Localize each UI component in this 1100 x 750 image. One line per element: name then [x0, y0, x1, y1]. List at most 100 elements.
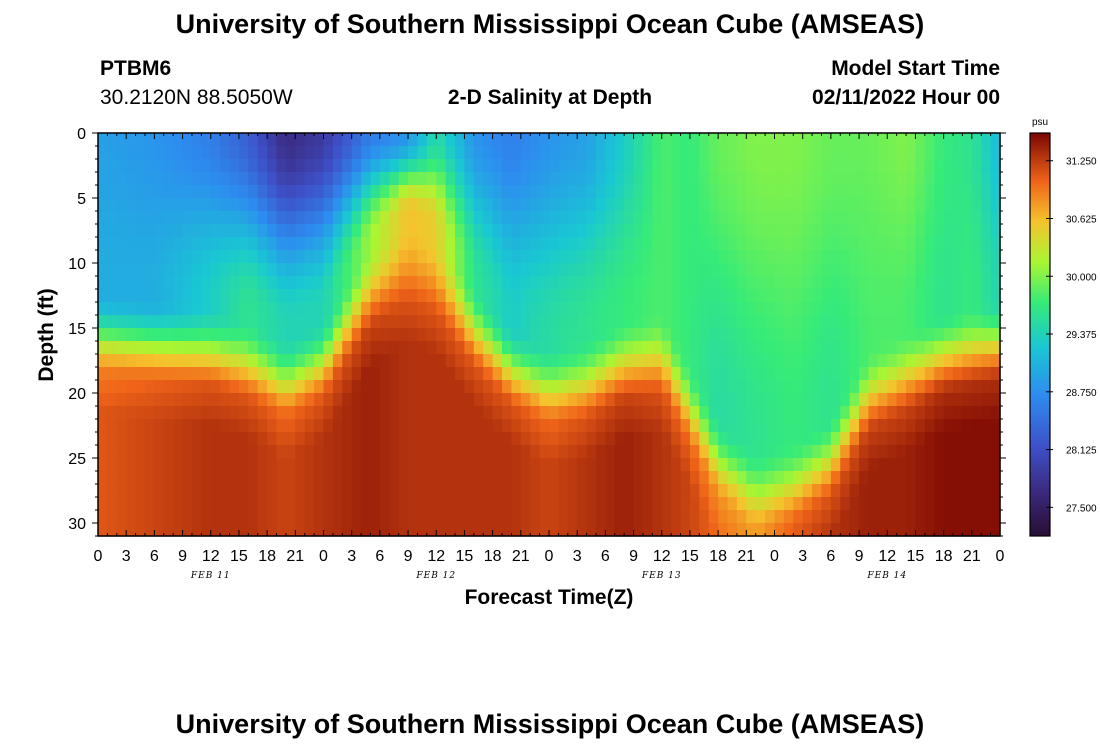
heatmap-cell	[455, 497, 466, 511]
heatmap-cell	[238, 302, 249, 316]
heatmap-cell	[774, 146, 785, 160]
heatmap-cell	[887, 367, 898, 381]
heatmap-cell	[727, 328, 738, 342]
heatmap-cell	[746, 302, 757, 316]
heatmap-cell	[464, 315, 475, 329]
heatmap-cell	[812, 406, 823, 420]
heatmap-cell	[887, 237, 898, 251]
heatmap-cell	[736, 484, 747, 498]
heatmap-cell	[238, 510, 249, 524]
heatmap-cell	[276, 224, 287, 238]
heatmap-cell	[699, 263, 710, 277]
heatmap-cell	[201, 237, 212, 251]
heatmap-cell	[981, 315, 992, 329]
heatmap-cell	[191, 146, 202, 160]
heatmap-cell	[379, 289, 390, 303]
heatmap-cell	[163, 458, 174, 472]
heatmap-cell	[765, 315, 776, 329]
heatmap-cell	[689, 354, 700, 368]
heatmap-cell	[107, 393, 118, 407]
heatmap-cell	[257, 523, 268, 537]
heatmap-cell	[238, 211, 249, 225]
heatmap-cell	[981, 237, 992, 251]
heatmap-cell	[502, 276, 513, 290]
heatmap-cell	[267, 211, 278, 225]
heatmap-cell	[342, 380, 353, 394]
heatmap-cell	[220, 172, 231, 186]
heatmap-cell	[896, 159, 907, 173]
heatmap-cell	[840, 159, 851, 173]
heatmap-cell	[586, 289, 597, 303]
heatmap-cell	[830, 354, 841, 368]
heatmap-cell	[558, 484, 569, 498]
heatmap-cell	[549, 458, 559, 472]
heatmap-cell	[342, 419, 353, 433]
heatmap-cell	[163, 172, 174, 186]
heatmap-cell	[821, 159, 832, 173]
heatmap-cell	[342, 237, 353, 251]
heatmap-cell	[473, 406, 484, 420]
heatmap-cell	[323, 172, 334, 186]
heatmap-cell	[511, 445, 522, 459]
heatmap-cell	[821, 367, 832, 381]
heatmap-cell	[492, 185, 503, 199]
heatmap-cell	[633, 172, 644, 186]
heatmap-cell	[877, 406, 888, 420]
heatmap-cell	[830, 159, 841, 173]
heatmap-cell	[182, 523, 193, 537]
heatmap-cell	[417, 484, 428, 498]
heatmap-cell	[830, 276, 841, 290]
heatmap-cell	[990, 341, 1001, 355]
heatmap-cell	[736, 159, 747, 173]
heatmap-cell	[351, 198, 362, 212]
colorbar-tick-label: 27.500	[1066, 503, 1097, 514]
heatmap-cell	[877, 224, 888, 238]
heatmap-cell	[934, 237, 945, 251]
heatmap-cell	[624, 302, 635, 316]
heatmap-cell	[398, 133, 409, 147]
heatmap-cell	[285, 432, 296, 446]
heatmap-cell	[295, 263, 306, 277]
heatmap-cell	[135, 315, 146, 329]
salinity-heatmap	[98, 133, 1001, 537]
heatmap-cell	[191, 367, 202, 381]
heatmap-cell	[718, 367, 729, 381]
heatmap-cell	[755, 185, 766, 199]
heatmap-cell	[483, 497, 494, 511]
heatmap-cell	[304, 393, 315, 407]
heatmap-cell	[671, 250, 682, 264]
heatmap-cell	[417, 419, 428, 433]
heatmap-cell	[492, 172, 503, 186]
heatmap-cell	[962, 146, 973, 160]
heatmap-cell	[173, 367, 184, 381]
heatmap-cell	[107, 289, 118, 303]
heatmap-cell	[276, 419, 287, 433]
heatmap-cell	[859, 185, 870, 199]
heatmap-cell	[849, 432, 860, 446]
heatmap-cell	[426, 432, 437, 446]
heatmap-cell	[379, 380, 390, 394]
heatmap-cell	[107, 484, 118, 498]
heatmap-cell	[868, 393, 879, 407]
heatmap-cell	[849, 185, 860, 199]
heatmap-cell	[238, 393, 249, 407]
heatmap-cell	[549, 198, 559, 212]
heatmap-cell	[849, 406, 860, 420]
heatmap-cell	[840, 393, 851, 407]
heatmap-cell	[116, 211, 127, 225]
heatmap-cell	[793, 510, 804, 524]
heatmap-cell	[417, 263, 428, 277]
heatmap-cell	[943, 198, 954, 212]
heatmap-cell	[624, 341, 635, 355]
heatmap-cell	[877, 471, 888, 485]
x-tick-label: 12	[878, 548, 896, 565]
heatmap-cell	[304, 328, 315, 342]
heatmap-cell	[962, 315, 973, 329]
heatmap-cell	[765, 250, 776, 264]
heatmap-cell	[830, 146, 841, 160]
heatmap-cell	[436, 172, 447, 186]
heatmap-cell	[220, 146, 231, 160]
heatmap-cell	[257, 276, 268, 290]
heatmap-cell	[220, 263, 231, 277]
heatmap-cell	[436, 250, 447, 264]
